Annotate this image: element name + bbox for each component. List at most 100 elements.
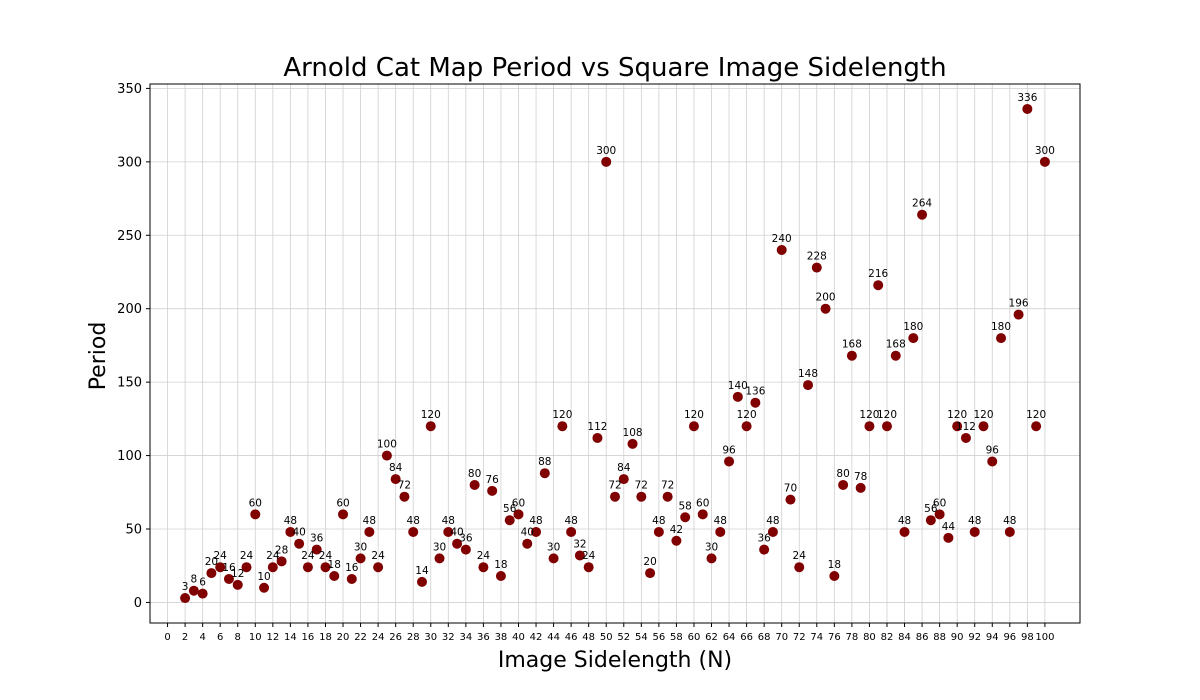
data-point xyxy=(373,562,384,573)
data-label: 40 xyxy=(292,527,305,539)
data-point xyxy=(452,538,463,549)
data-point xyxy=(478,562,489,573)
data-label: 48 xyxy=(766,515,779,527)
data-label: 180 xyxy=(903,321,923,333)
data-point xyxy=(750,397,761,408)
x-tick-label: 2 xyxy=(182,632,188,643)
y-tick-label: 300 xyxy=(117,155,142,170)
data-point xyxy=(522,538,533,549)
x-tick-label: 82 xyxy=(881,632,894,643)
data-label: 32 xyxy=(573,538,586,550)
data-label: 96 xyxy=(986,444,1000,456)
data-label: 56 xyxy=(924,503,938,515)
x-tick-label: 38 xyxy=(495,632,508,643)
x-tick-label: 50 xyxy=(600,632,613,643)
x-tick-label: 18 xyxy=(319,632,332,643)
data-label: 36 xyxy=(459,533,473,545)
data-point xyxy=(653,526,664,537)
data-point xyxy=(601,156,612,167)
data-point xyxy=(443,526,454,537)
data-label: 120 xyxy=(947,409,967,421)
data-point xyxy=(294,538,305,549)
grid-lines xyxy=(150,84,1080,623)
data-point xyxy=(618,474,629,485)
y-axis-label: Period xyxy=(86,322,111,391)
data-label: 40 xyxy=(521,527,534,539)
data-point xyxy=(864,421,875,432)
data-label: 20 xyxy=(643,556,656,568)
data-label: 336 xyxy=(1017,92,1037,104)
data-point xyxy=(873,280,884,291)
data-label: 48 xyxy=(284,515,297,527)
data-point xyxy=(996,333,1007,344)
data-point xyxy=(399,491,410,502)
data-label: 120 xyxy=(737,409,757,421)
x-tick-label: 74 xyxy=(810,632,823,643)
x-tick-label: 6 xyxy=(217,632,223,643)
y-tick-label: 50 xyxy=(125,523,142,538)
x-tick-label: 54 xyxy=(635,632,648,643)
data-label: 44 xyxy=(942,521,956,533)
data-label: 216 xyxy=(868,268,888,280)
data-point xyxy=(408,526,419,537)
x-tick-label: 92 xyxy=(968,632,981,643)
x-tick-label: 32 xyxy=(442,632,455,643)
data-point xyxy=(610,491,620,502)
data-label: 6 xyxy=(199,577,206,589)
data-point xyxy=(1013,309,1024,320)
x-tick-label: 42 xyxy=(530,632,543,643)
data-point xyxy=(741,421,752,432)
data-label: 120 xyxy=(1026,409,1046,421)
data-label: 10 xyxy=(257,571,270,583)
data-label: 196 xyxy=(1009,298,1029,310)
data-label: 148 xyxy=(798,368,818,380)
data-point xyxy=(259,582,270,593)
x-tick-label: 8 xyxy=(235,632,241,643)
data-point xyxy=(504,515,515,526)
x-tick-label: 34 xyxy=(459,632,472,643)
data-point xyxy=(987,456,998,467)
data-label: 84 xyxy=(617,462,631,474)
data-label: 48 xyxy=(898,515,911,527)
x-tick-label: 72 xyxy=(793,632,806,643)
data-point xyxy=(531,526,542,537)
data-label: 18 xyxy=(828,559,841,571)
data-label: 60 xyxy=(336,497,349,509)
x-tick-label: 100 xyxy=(1035,632,1054,643)
x-tick-label: 98 xyxy=(1021,632,1034,643)
data-point xyxy=(539,468,550,479)
x-tick-label: 56 xyxy=(653,632,666,643)
data-label: 20 xyxy=(205,556,218,568)
data-label: 80 xyxy=(468,468,481,480)
data-label: 120 xyxy=(859,409,879,421)
x-tick-label: 60 xyxy=(688,632,701,643)
data-label: 30 xyxy=(433,541,446,553)
data-point xyxy=(329,571,340,582)
y-tick-label: 350 xyxy=(117,82,142,97)
x-tick-label: 12 xyxy=(266,632,279,643)
y-tick-label: 250 xyxy=(117,229,142,244)
x-tick-label: 86 xyxy=(916,632,929,643)
data-label: 48 xyxy=(407,515,420,527)
data-label: 76 xyxy=(485,474,499,486)
data-point xyxy=(276,556,287,567)
x-tick-label: 58 xyxy=(670,632,683,643)
y-tick-label: 0 xyxy=(134,596,142,611)
data-point xyxy=(803,380,814,391)
x-tick-label: 48 xyxy=(582,632,595,643)
data-label: 12 xyxy=(231,568,244,580)
data-point xyxy=(820,303,831,314)
data-point xyxy=(513,509,524,520)
data-label: 100 xyxy=(377,439,397,451)
x-tick-label: 66 xyxy=(740,632,753,643)
data-point xyxy=(1031,421,1042,432)
x-tick-label: 20 xyxy=(337,632,350,643)
data-label: 108 xyxy=(623,427,643,439)
data-point xyxy=(364,526,375,537)
data-point xyxy=(311,544,322,555)
data-label: 24 xyxy=(266,550,280,562)
y-tick-label: 200 xyxy=(117,302,142,317)
data-label: 120 xyxy=(684,409,704,421)
data-label: 24 xyxy=(214,550,228,562)
